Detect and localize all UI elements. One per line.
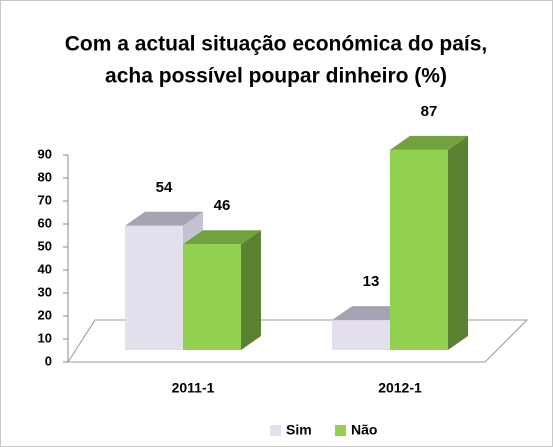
x-tick-label: 2011-1 bbox=[172, 380, 215, 396]
legend-swatch bbox=[270, 425, 281, 436]
bar bbox=[125, 225, 183, 350]
y-tick-label: 90 bbox=[38, 146, 52, 161]
y-tick-label: 80 bbox=[38, 169, 52, 184]
bar-side bbox=[448, 135, 468, 350]
bar-top bbox=[390, 135, 468, 150]
bar bbox=[332, 320, 390, 350]
bar-side bbox=[241, 230, 261, 350]
y-tick-label: 60 bbox=[38, 215, 52, 230]
bar-top bbox=[125, 211, 203, 226]
y-tick-label: 40 bbox=[38, 261, 52, 276]
y-tick-label: 20 bbox=[38, 307, 52, 322]
y-tick-label: 30 bbox=[38, 284, 52, 299]
data-label: 46 bbox=[214, 197, 231, 214]
legend-label: Não bbox=[351, 422, 377, 438]
y-tick-label: 70 bbox=[38, 192, 52, 207]
data-label: 87 bbox=[421, 103, 438, 120]
bar-top bbox=[183, 230, 261, 245]
legend-swatch bbox=[335, 425, 346, 436]
legend-label: Sim bbox=[286, 422, 312, 438]
chart-title: acha possível poupar dinheiro (%) bbox=[105, 65, 447, 88]
chart-title: Com a actual situação económica do país, bbox=[65, 33, 487, 56]
x-tick-label: 2012-1 bbox=[378, 380, 422, 396]
y-tick-label: 0 bbox=[45, 353, 52, 368]
data-label: 13 bbox=[363, 273, 380, 290]
data-label: 54 bbox=[156, 179, 173, 196]
y-tick-label: 10 bbox=[38, 330, 52, 345]
bar bbox=[183, 244, 241, 350]
y-tick-label: 50 bbox=[38, 238, 52, 253]
bar bbox=[390, 149, 448, 350]
